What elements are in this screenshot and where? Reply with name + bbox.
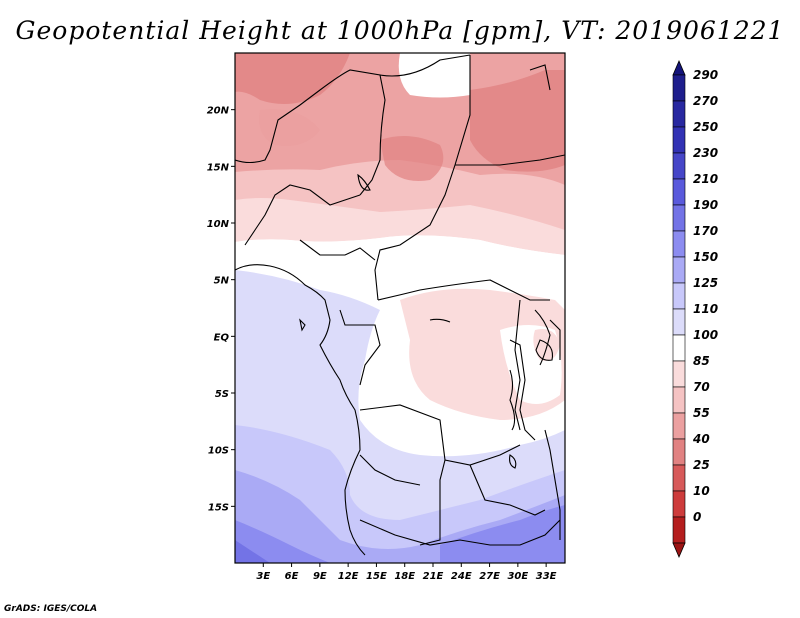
- colorbar-label: 110: [693, 302, 718, 316]
- colorbar-swatch: [672, 386, 686, 414]
- x-tick-label: 24E: [451, 571, 472, 582]
- x-tick-label: 30E: [507, 571, 528, 582]
- colorbar-swatch: [672, 516, 686, 544]
- colorbar-swatch: [672, 74, 686, 102]
- colorbar-label: 290: [693, 68, 718, 82]
- grads-credit: GrADS: IGES/COLA: [4, 604, 98, 614]
- x-tick-label: 33E: [536, 571, 557, 582]
- colorbar-label: 125: [693, 276, 718, 290]
- colorbar-label: 150: [693, 250, 718, 264]
- colorbar-label: 170: [693, 224, 718, 238]
- y-tick-label: 5N: [214, 276, 230, 287]
- y-tick-label: 10S: [208, 446, 229, 457]
- x-tick-label: 9E: [313, 571, 327, 582]
- colorbar-label: 250: [693, 120, 718, 134]
- y-tick-label: 5S: [215, 389, 229, 400]
- colorbar-swatch: [672, 100, 686, 128]
- x-tick-label: 6E: [285, 571, 299, 582]
- colorbar-label: 55: [693, 406, 710, 420]
- x-tick-label: 3E: [256, 571, 270, 582]
- colorbar-swatch: [672, 256, 686, 284]
- colorbar-swatch: [672, 204, 686, 232]
- colorbar-swatch: [672, 282, 686, 310]
- colorbar-bottom-cap: [672, 542, 686, 559]
- colorbar-swatch: [672, 490, 686, 518]
- y-tick-label: 20N: [207, 106, 230, 117]
- colorbar-label: 0: [693, 510, 701, 524]
- colorbar-label: 85: [693, 354, 710, 368]
- lakes: [299, 173, 554, 469]
- x-axis: 3E 6E 9E 12E 15E 18E 21E 24E 27E 30E 33E: [256, 563, 557, 582]
- x-tick-label: 12E: [338, 571, 359, 582]
- y-axis: 20N 15N 10N 5N EQ 5S 10S 15S: [207, 106, 235, 513]
- colorbar-label: 270: [693, 94, 718, 108]
- y-tick-label: 10N: [207, 219, 230, 230]
- colorbar-swatch: [672, 126, 686, 154]
- colorbar-top-cap: [672, 59, 686, 76]
- colorbar-label: 70: [693, 380, 710, 394]
- y-tick-label: 15S: [208, 502, 229, 513]
- colorbar-label: 210: [693, 172, 718, 186]
- colorbar-label: 100: [693, 328, 718, 342]
- colorbar-swatch: [672, 464, 686, 492]
- colorbar-swatch: [672, 334, 686, 362]
- x-tick-label: 15E: [366, 571, 387, 582]
- colorbar-swatch: [672, 360, 686, 388]
- x-tick-label: 21E: [423, 571, 444, 582]
- x-tick-label: 27E: [479, 571, 500, 582]
- colorbar-label: 190: [693, 198, 718, 212]
- colorbar-label: 40: [692, 432, 710, 446]
- colorbar-swatch: [672, 412, 686, 440]
- y-tick-label: 15N: [207, 162, 230, 173]
- colorbar-swatch: [672, 230, 686, 258]
- colorbar-label: 230: [693, 146, 718, 160]
- map-title: Geopotential Height at 1000hPa [gpm], VT…: [15, 16, 785, 45]
- height-field: [235, 53, 565, 563]
- y-tick-label: EQ: [214, 332, 230, 343]
- colorbar-swatch: [672, 438, 686, 466]
- colorbar: 2902702502302101901701501251101008570554…: [672, 59, 718, 559]
- x-tick-label: 18E: [394, 571, 415, 582]
- colorbar-label: 10: [693, 484, 710, 498]
- colorbar-label: 25: [693, 458, 710, 472]
- colorbar-swatch: [672, 152, 686, 180]
- plot-frame: [234, 52, 566, 564]
- colorbar-swatch: [672, 308, 686, 336]
- colorbar-swatch: [672, 178, 686, 206]
- country-borders: [235, 54, 565, 556]
